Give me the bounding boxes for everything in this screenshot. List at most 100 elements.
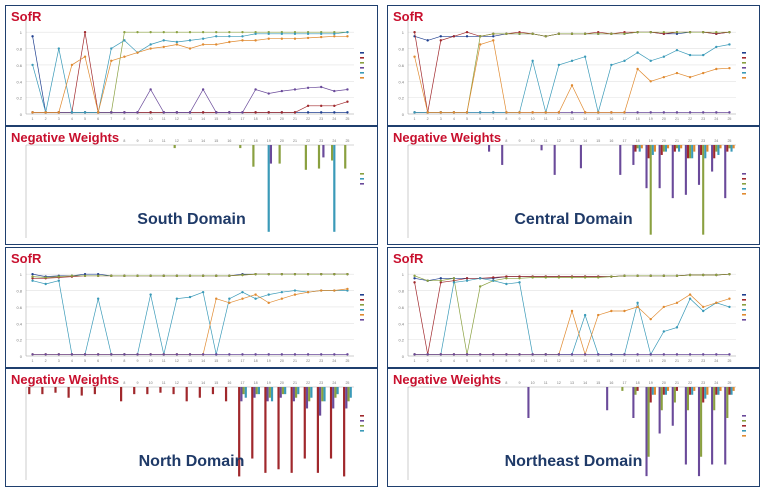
north-weights-chart: 1 2 3 4 5 6 7 8 9 10 11 12 13 14 15 16 17 18 19 20 21 22 23 24 2… — [25, 381, 364, 480]
data-point — [215, 111, 218, 114]
data-point — [320, 35, 323, 39]
data-point — [531, 59, 534, 63]
bar — [297, 387, 300, 395]
x-tick-label: 9 — [137, 359, 139, 363]
northeast-sofr-chart: 00.20.40.60.811 2 3 4 5 6 7 8 9 10 11 12 13 14 15 16 17 1… — [398, 262, 746, 363]
y-tick-label: 0.6 — [16, 63, 22, 68]
bar — [704, 387, 707, 399]
bar — [693, 387, 696, 391]
x-tick-label: 21 — [675, 117, 679, 121]
x-tick-label: 1 — [32, 117, 34, 121]
x-tick-label: 10 — [531, 139, 535, 143]
bar — [732, 387, 735, 391]
legend-key — [360, 72, 364, 74]
data-point — [31, 353, 34, 356]
legend-key — [742, 193, 746, 195]
x-tick-label: 23 — [319, 359, 323, 363]
data-point — [675, 301, 679, 305]
data-point — [333, 111, 336, 114]
data-point — [123, 111, 126, 114]
y-tick-label: 0.6 — [398, 63, 404, 68]
south-domain-label: South Domain — [137, 211, 246, 228]
data-point — [320, 111, 323, 114]
x-tick-label: 6 — [97, 359, 99, 363]
south-weights-chart: 1 2 3 4 5 6 7 8 9 10 11 12 13 14 15 16 17 18 19 20 21 22 23 24 2… — [25, 139, 364, 238]
x-tick-label: 24 — [714, 139, 718, 143]
bar — [54, 387, 57, 393]
x-tick-label: 18 — [254, 359, 258, 363]
x-tick-label: 5 — [84, 117, 86, 121]
data-point — [610, 309, 613, 313]
data-point — [96, 353, 100, 356]
x-tick-label: 12 — [175, 359, 179, 363]
data-point — [280, 32, 284, 36]
x-tick-label: 15 — [214, 359, 218, 363]
data-point — [426, 279, 429, 282]
data-point — [662, 111, 666, 114]
data-point — [610, 32, 613, 36]
data-point — [31, 279, 34, 282]
legend-key — [360, 178, 364, 180]
x-tick-label: 2 — [45, 359, 47, 363]
legend-key — [360, 299, 364, 301]
data-point — [228, 35, 231, 38]
x-tick-label: 2 — [45, 117, 47, 121]
x-tick-label: 19 — [267, 359, 271, 363]
x-tick-label: 25 — [345, 381, 349, 385]
x-tick-label: 2 — [45, 381, 47, 385]
x-tick-label: 13 — [570, 359, 574, 363]
bar — [704, 145, 707, 159]
bar — [732, 145, 735, 149]
data-point — [136, 111, 139, 114]
bar — [651, 145, 654, 155]
x-tick-label: 9 — [137, 117, 139, 121]
bar — [697, 387, 701, 477]
y-tick-label: 0.6 — [16, 305, 22, 310]
x-tick-label: 22 — [688, 139, 692, 143]
data-point — [254, 32, 257, 36]
data-point — [31, 272, 34, 276]
north-domain-label: North Domain — [138, 453, 245, 470]
data-point — [175, 111, 179, 114]
northeast-sofr-title: SofR — [393, 251, 424, 266]
x-tick-label: 24 — [332, 139, 336, 143]
data-point — [280, 353, 284, 356]
x-tick-label: 9 — [137, 381, 139, 385]
x-tick-label: 6 — [479, 117, 481, 121]
x-tick-label: 10 — [531, 359, 535, 363]
bar — [662, 145, 665, 152]
bar — [185, 387, 188, 402]
bar — [632, 387, 635, 418]
data-point — [636, 301, 639, 305]
x-tick-label: 9 — [519, 117, 521, 121]
data-point — [439, 111, 442, 114]
data-point — [346, 100, 349, 103]
data-point — [662, 330, 666, 333]
data-point — [267, 301, 270, 305]
bar — [671, 145, 674, 199]
x-tick-label: 3 — [440, 381, 442, 385]
bar — [666, 387, 670, 391]
bar — [303, 387, 306, 459]
bar — [349, 387, 352, 398]
x-tick-label: 7 — [110, 381, 112, 385]
data-point — [293, 88, 297, 91]
bar — [28, 387, 31, 395]
data-point — [570, 276, 574, 279]
data-point — [649, 274, 652, 278]
data-point — [123, 39, 126, 42]
x-tick-label: 12 — [557, 381, 561, 385]
x-tick-label: 5 — [84, 359, 86, 363]
bar — [336, 387, 339, 395]
bar — [684, 387, 687, 465]
data-point — [478, 35, 482, 38]
data-point — [175, 274, 179, 278]
data-point — [688, 53, 692, 57]
x-tick-label: 10 — [149, 381, 153, 385]
data-point — [346, 111, 349, 114]
bar — [244, 387, 247, 398]
data-point — [83, 274, 87, 278]
data-point — [241, 35, 244, 38]
data-point — [728, 272, 731, 276]
x-tick-label: 25 — [345, 117, 349, 121]
